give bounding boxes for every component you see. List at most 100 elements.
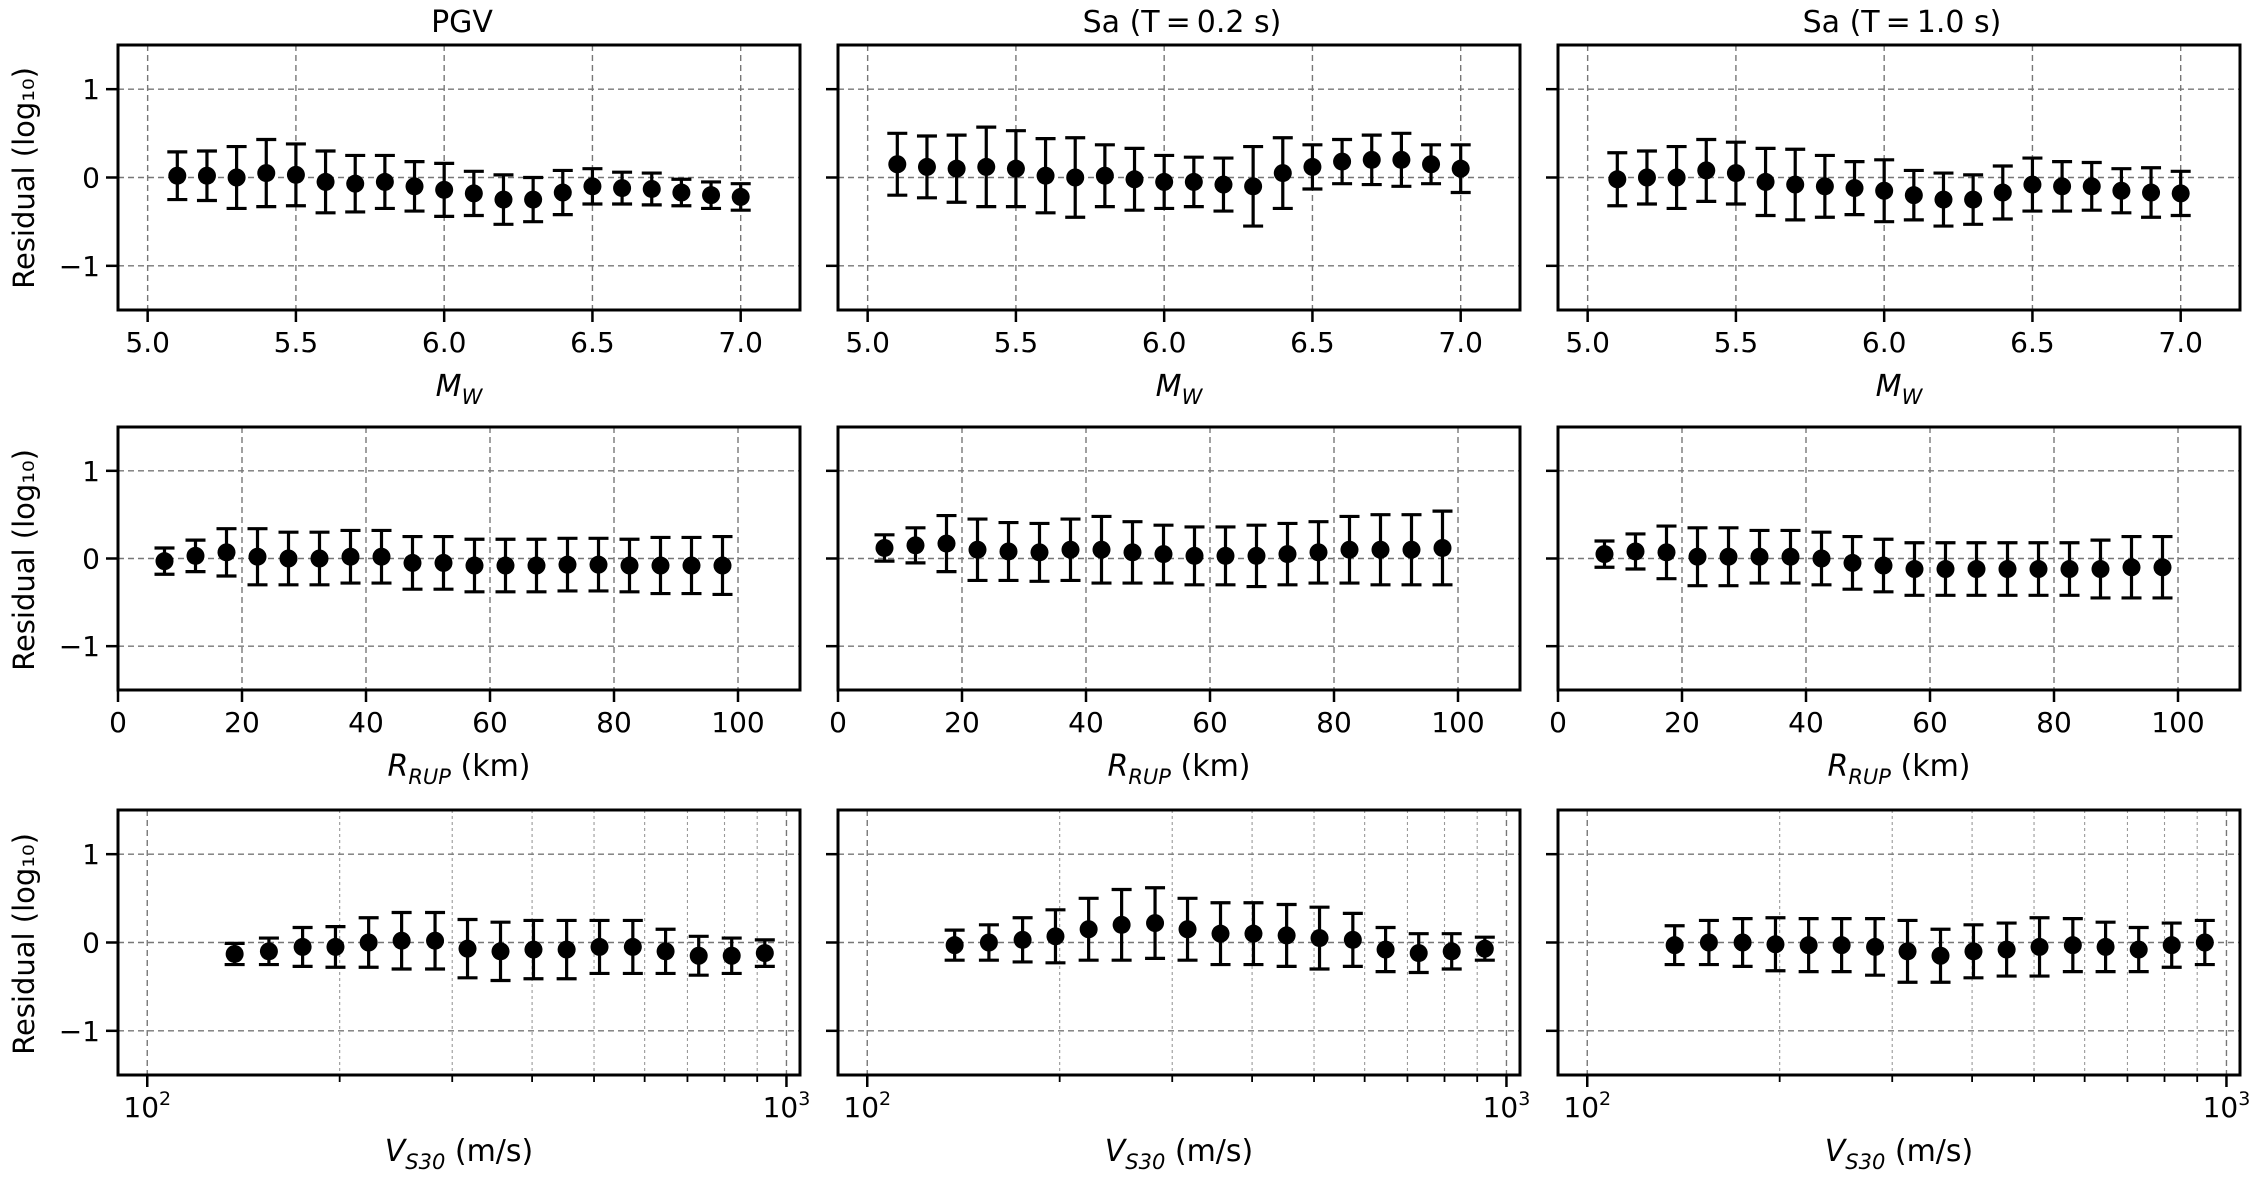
data-point (1812, 549, 1831, 568)
data-point (583, 177, 602, 196)
data-point (1303, 157, 1322, 176)
data-point (1898, 942, 1917, 961)
data-point (1993, 183, 2012, 202)
data-point (1934, 190, 1953, 209)
data-point (623, 937, 642, 956)
data-point (155, 552, 174, 571)
x-axis-label: RRUP (km) (1827, 749, 1970, 789)
data-point (1799, 936, 1818, 955)
data-point (651, 556, 670, 575)
data-point (1905, 560, 1924, 579)
x-tick-label: 20 (944, 706, 980, 739)
data-point (1066, 168, 1085, 187)
data-point (945, 936, 964, 955)
data-point (2195, 933, 2214, 952)
data-point (465, 556, 484, 575)
data-point (326, 937, 345, 956)
data-point (293, 937, 312, 956)
data-point (1184, 172, 1203, 191)
y-tick-label: −1 (59, 250, 100, 283)
x-tick-label: 40 (348, 706, 384, 739)
data-point (1046, 927, 1065, 946)
x-tick-label: 0 (1549, 706, 1567, 739)
data-point (1211, 924, 1230, 943)
data-point (2122, 558, 2141, 577)
data-point (494, 190, 513, 209)
row-1-ylabel: Residual (log₁₀) (7, 449, 41, 671)
x-tick-label: 80 (1316, 706, 1352, 739)
x-tick-label: 7.0 (1438, 326, 1483, 359)
data-point (1657, 543, 1676, 562)
data-point (1125, 170, 1144, 189)
data-point (620, 556, 639, 575)
x-tick-label: 7.0 (718, 326, 763, 359)
column-title-sa-10: Sa (T = 1.0 s) (1803, 5, 2002, 40)
data-point (257, 164, 276, 183)
data-point (689, 946, 708, 965)
data-point (2096, 937, 2115, 956)
data-point (1376, 940, 1395, 959)
panel-r2-c0: −1 0 1 102 103 VS30 (m/s) (59, 808, 811, 1174)
x-tick-label: 103 (1483, 1088, 1531, 1124)
data-point (590, 937, 609, 956)
data-point (1832, 936, 1851, 955)
x-tick-label: 5.5 (1714, 326, 1759, 359)
data-point (491, 942, 510, 961)
data-point (1843, 553, 1862, 572)
data-point (392, 931, 411, 950)
data-point (1998, 560, 2017, 579)
x-axis-label: MW (436, 369, 484, 409)
data-point (434, 553, 453, 572)
data-point (1936, 560, 1955, 579)
x-tick-label: 60 (1912, 706, 1948, 739)
x-tick-label: 80 (596, 706, 632, 739)
x-tick-label: 103 (763, 1088, 811, 1124)
data-point (1688, 547, 1707, 566)
data-point (1756, 172, 1775, 191)
data-point (186, 546, 205, 565)
x-axis-label: MW (1156, 369, 1204, 409)
data-point (1244, 177, 1263, 196)
data-point (2142, 183, 2161, 202)
data-point (1781, 547, 1800, 566)
data-point (875, 538, 894, 557)
data-point (722, 946, 741, 965)
data-point (2153, 558, 2172, 577)
y-tick-label: 0 (82, 162, 100, 195)
data-point (731, 187, 750, 206)
data-point (168, 166, 187, 185)
data-point (1362, 150, 1381, 169)
x-axis-label: VS30 (m/s) (1105, 1134, 1254, 1174)
data-point (2063, 936, 2082, 955)
x-tick-label: 6.0 (422, 326, 467, 359)
data-point (1112, 915, 1131, 934)
panel-r1-c2: 0 20 40 60 80 100 RRUP (km) (1546, 425, 2242, 789)
y-tick-label: −1 (59, 1015, 100, 1048)
data-point (1726, 164, 1745, 183)
data-point (217, 543, 236, 562)
data-point (316, 172, 335, 191)
data-point (937, 534, 956, 553)
column-title-sa-02: Sa (T = 0.2 s) (1083, 5, 1282, 40)
data-point (1392, 150, 1411, 169)
data-point (346, 174, 365, 193)
data-point (672, 183, 691, 202)
data-point (1699, 933, 1718, 952)
data-point (979, 933, 998, 952)
x-tick-label: 100 (2151, 706, 2204, 739)
data-point (2171, 184, 2190, 203)
data-point (1185, 546, 1204, 565)
data-point (1061, 540, 1080, 559)
x-tick-label: 20 (224, 706, 260, 739)
data-point (755, 944, 774, 963)
y-tick-label: 0 (82, 543, 100, 576)
data-point (1904, 186, 1923, 205)
data-point (1475, 939, 1494, 958)
row-2-ylabel: Residual (log₁₀) (7, 833, 41, 1055)
x-tick-label: 40 (1068, 706, 1104, 739)
data-point (1155, 172, 1174, 191)
data-point (1371, 540, 1390, 559)
data-point (1333, 152, 1352, 171)
